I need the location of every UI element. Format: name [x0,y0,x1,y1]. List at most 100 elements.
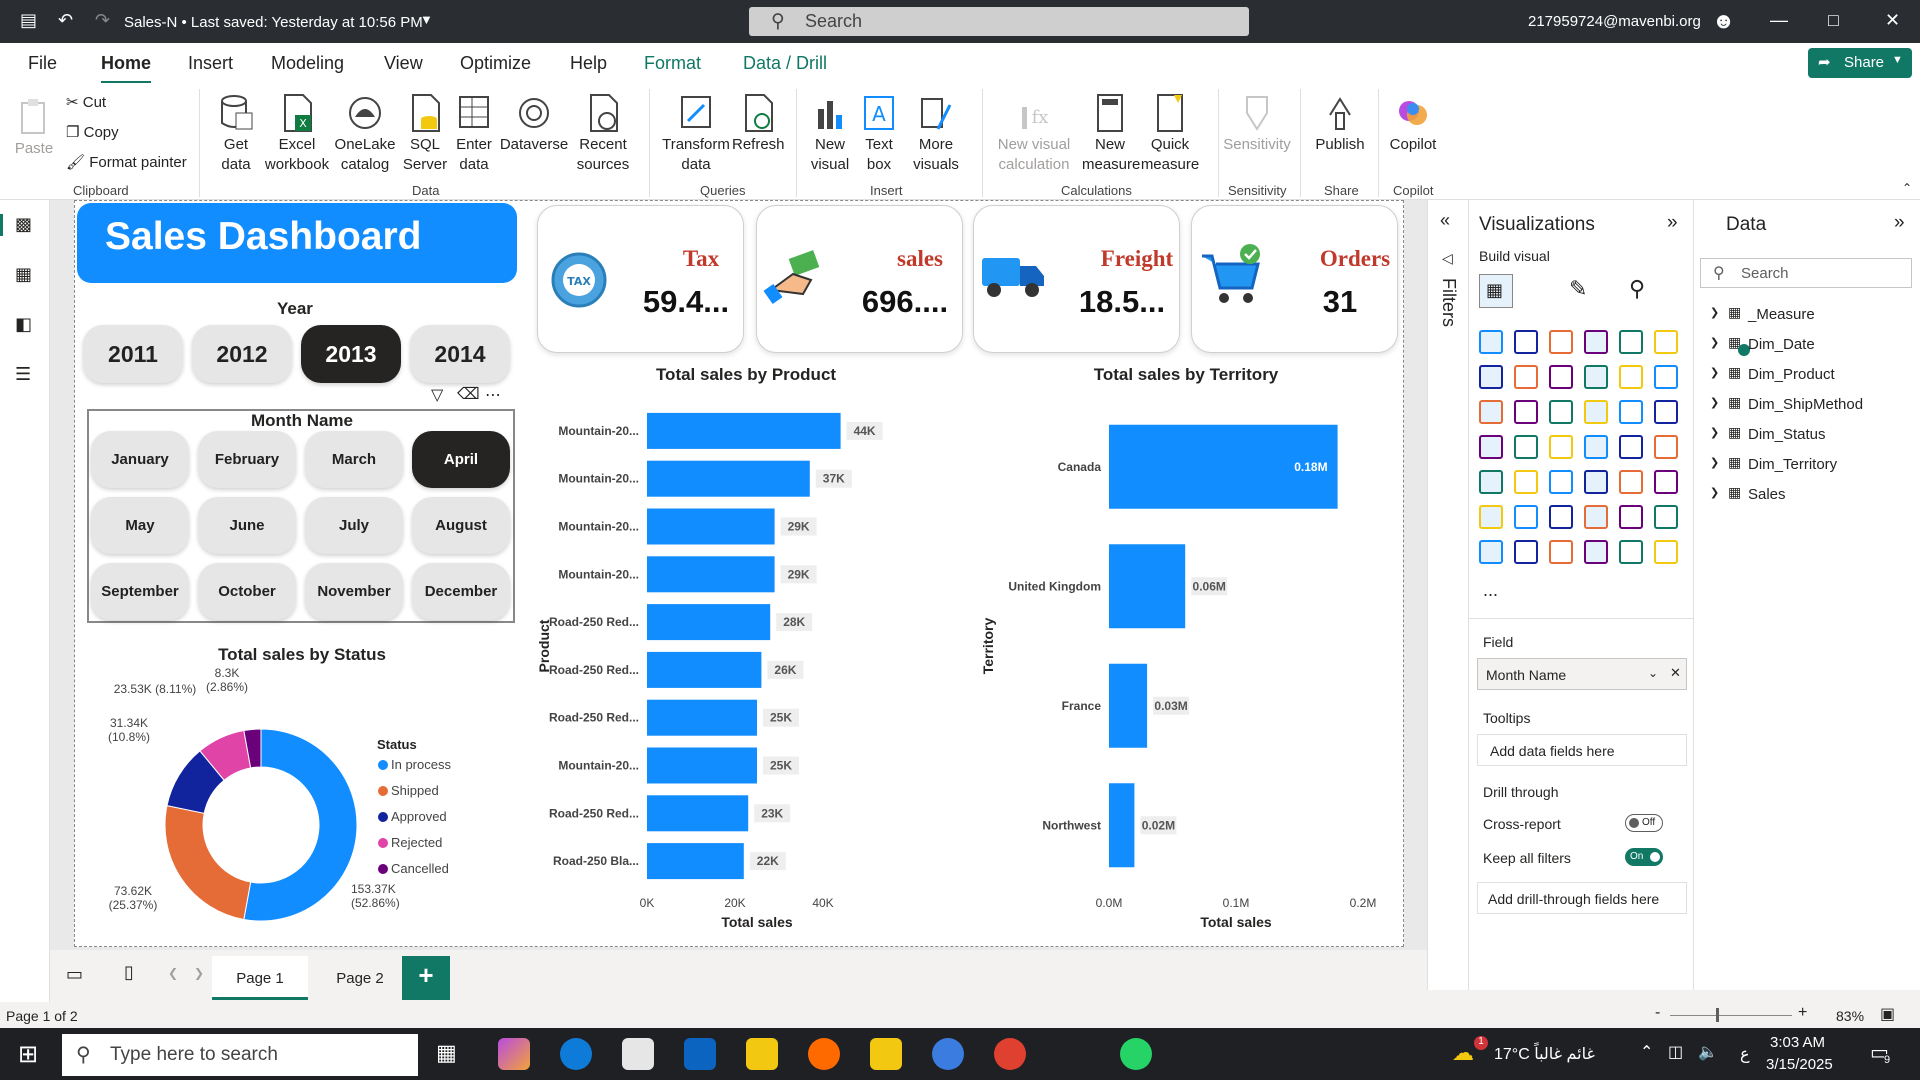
more-visuals-ellipsis[interactable]: ... [1483,580,1499,600]
month-december-button[interactable]: December [412,563,510,620]
refresh-button[interactable]: Refresh [732,93,785,155]
chevron-down-icon[interactable]: ⌄ [1648,666,1659,680]
transform-data-button[interactable]: Transform data [660,93,732,175]
visual-type-icon[interactable] [1654,365,1678,389]
visual-type-icon[interactable] [1619,435,1643,459]
visual-type-icon[interactable] [1549,330,1573,354]
tooltips-well[interactable]: Add data fields here [1477,734,1687,766]
chrome-profile-icon[interactable] [994,1038,1026,1070]
table-item-dim-date[interactable]: ❯ ▦ Dim_Date [1710,334,1910,356]
redo-icon[interactable]: ↷ [95,10,111,30]
month-april-button[interactable]: April [412,431,510,488]
sql-server-button[interactable]: SQL Server [400,93,450,175]
visual-type-icon[interactable] [1619,540,1643,564]
sensitivity-button[interactable]: Sensitivity [1222,93,1292,155]
visual-type-icon[interactable] [1549,470,1573,494]
dax-query-icon[interactable]: ☰ [15,364,32,384]
excel-workbook-button[interactable]: X Excel workbook [264,93,330,175]
cross-report-toggle[interactable]: Off [1625,814,1663,832]
table-item-dim-product[interactable]: ❯ ▦ Dim_Product [1710,364,1910,386]
whatsapp-app-icon[interactable] [1120,1038,1152,1070]
visual-type-icon[interactable] [1619,365,1643,389]
taskbar-search-input[interactable]: ⚲ Type here to search [62,1034,418,1076]
enter-data-button[interactable]: Enter data [452,93,496,175]
month-july-button[interactable]: July [305,497,403,554]
visual-type-icon[interactable] [1584,435,1608,459]
powerbi-app-icon[interactable] [870,1038,902,1070]
model-view-icon[interactable]: ◧ [15,314,33,334]
get-data-button[interactable]: Get data [208,93,264,175]
save-icon[interactable]: ▤ [20,10,38,30]
territory-bar-chart[interactable]: Total sales by Territory Canada 0.18M Unit… [975,361,1397,943]
table-item-measure[interactable]: ❯ ▦ _Measure [1710,304,1910,326]
visual-type-icon[interactable] [1584,330,1608,354]
weather-text[interactable]: 17°C غائم غالباً [1494,1046,1595,1063]
visual-type-icon[interactable] [1654,435,1678,459]
menu-optimize[interactable]: Optimize [460,53,532,73]
add-page-button[interactable]: + [402,956,450,1000]
visual-type-icon[interactable] [1584,400,1608,424]
more-options-icon[interactable]: ⋯ [485,387,501,404]
analytics-icon[interactable]: ⚲ [1629,276,1646,301]
visual-type-icon[interactable] [1514,540,1538,564]
visual-type-icon[interactable] [1479,435,1503,459]
visual-type-icon[interactable] [1479,400,1503,424]
eraser-icon[interactable]: ⌫ [457,386,480,403]
month-september-button[interactable]: September [91,563,189,620]
menu-home[interactable]: Home [101,53,152,84]
task-view-icon[interactable]: ▦ [436,1040,457,1065]
product-bar-chart[interactable]: Total sales by Product Mountain-20... 44K… [531,361,961,943]
visual-type-icon[interactable] [1584,540,1608,564]
visual-type-icon[interactable] [1619,505,1643,529]
table-item-dim-status[interactable]: ❯ ▦ Dim_Status [1710,424,1910,446]
menu-data-drill[interactable]: Data / Drill [743,53,828,73]
data-search-input[interactable]: ⚲ Search [1700,258,1912,288]
visual-type-icon[interactable] [1514,400,1538,424]
fit-to-page-icon[interactable]: ▣ [1880,1006,1896,1023]
year-2012-button[interactable]: 2012 [192,325,292,383]
year-2014-button[interactable]: 2014 [410,325,510,383]
copilot-button[interactable]: Copilot [1384,93,1442,155]
menu-insert[interactable]: Insert [188,53,234,73]
desktop-layout-icon[interactable]: ▭ [66,964,84,984]
visual-type-icon[interactable] [1654,470,1678,494]
recent-sources-button[interactable]: Recent sources [570,93,636,175]
account-icon[interactable]: ☻ [1712,8,1736,33]
menu-help[interactable]: Help [570,53,608,73]
month-october-button[interactable]: October [198,563,296,620]
visual-type-icon[interactable] [1654,505,1678,529]
visual-type-icon[interactable] [1479,505,1503,529]
filter-icon[interactable]: ▽ [431,387,444,404]
chrome-app-icon[interactable] [932,1038,964,1070]
quick-measure-button[interactable]: Quick measure [1140,93,1200,175]
visual-type-icon[interactable] [1549,540,1573,564]
more-visuals-button[interactable]: More visuals [904,93,968,175]
format-visual-icon[interactable]: ✎ [1569,276,1588,301]
format-painter-button[interactable]: 🖌 Format painter [66,153,187,173]
zoom-slider-thumb[interactable] [1716,1008,1719,1022]
collapse-ribbon-icon[interactable]: ⌃ [1902,181,1913,195]
menu-view[interactable]: View [384,53,423,73]
file-explorer-icon[interactable] [746,1038,778,1070]
text-box-button[interactable]: A Text box [858,93,900,175]
undo-icon[interactable]: ↶ [58,10,74,30]
report-view-icon[interactable]: ▩ [15,214,33,234]
cut-button[interactable]: ✂ Cut [66,93,106,113]
outlook-app-icon[interactable] [684,1038,716,1070]
windows-start-icon[interactable]: ⊞ [18,1041,39,1068]
visual-type-icon[interactable] [1514,365,1538,389]
visual-type-icon[interactable] [1514,505,1538,529]
zoom-slider-track[interactable] [1670,1015,1792,1016]
chevron-down-icon[interactable]: ▼ [420,12,433,27]
month-february-button[interactable]: February [198,431,296,488]
collapse-icon[interactable]: » [1894,212,1905,233]
network-icon[interactable]: ◫ [1668,1044,1684,1061]
visual-type-icon[interactable] [1514,330,1538,354]
keep-filters-toggle[interactable]: On [1625,848,1663,866]
visual-type-icon[interactable] [1584,505,1608,529]
clock-date[interactable]: 3/15/2025 [1766,1056,1833,1073]
clock-time[interactable]: 3:03 AM [1770,1034,1826,1051]
table-view-icon[interactable]: ▦ [15,264,33,284]
share-button[interactable]: ➦ Share ▼ [1808,48,1912,78]
table-item-dim-shipmethod[interactable]: ❯ ▦ Dim_ShipMethod [1710,394,1910,416]
